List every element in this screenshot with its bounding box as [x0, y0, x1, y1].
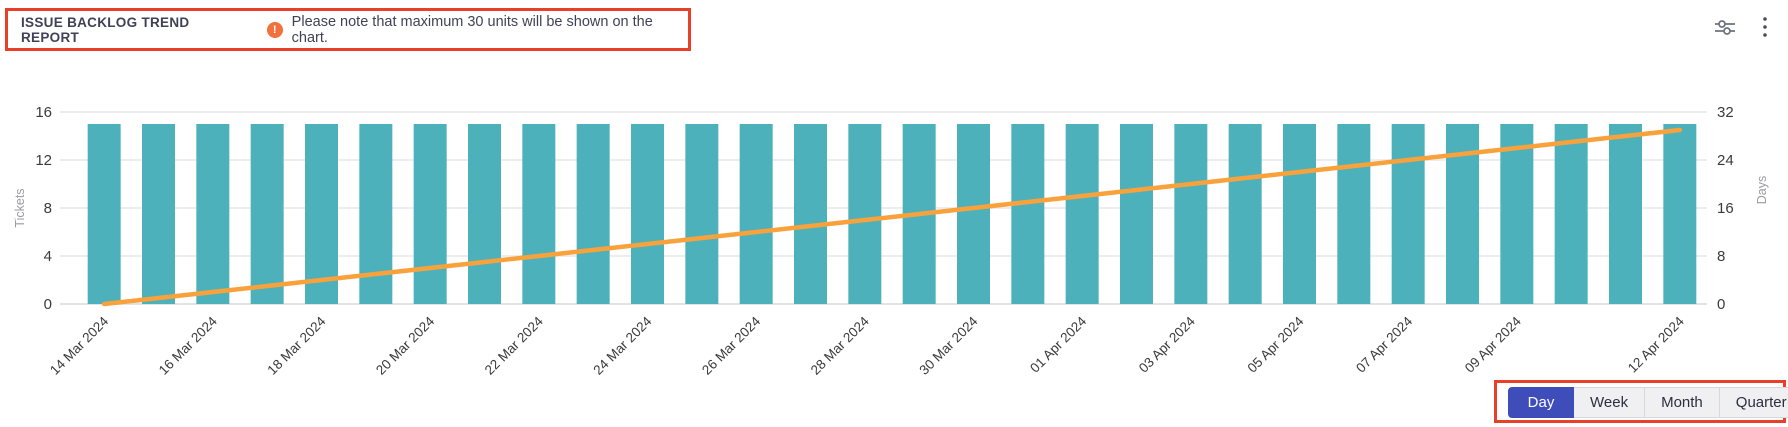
x-axis-label: 07 Apr 2024 — [1353, 313, 1415, 375]
report-title: ISSUE BACKLOG TREND REPORT — [21, 14, 190, 45]
bar-31 Mar 2024[interactable] — [1011, 124, 1045, 304]
chart-toolbar — [1712, 14, 1770, 42]
right-axis-tick: 24 — [1717, 152, 1734, 169]
x-axis-label: 12 Apr 2024 — [1625, 313, 1687, 375]
bar-03 Apr 2024[interactable] — [1174, 124, 1208, 304]
warning-icon: ! — [266, 21, 283, 38]
bar-30 Mar 2024[interactable] — [957, 124, 990, 304]
period-button-day[interactable]: Day — [1508, 387, 1574, 418]
right-axis-tick: 16 — [1717, 200, 1734, 217]
period-button-week[interactable]: Week — [1574, 387, 1646, 418]
x-axis-label: 22 Mar 2024 — [482, 313, 547, 378]
bar-26 Mar 2024[interactable] — [739, 124, 773, 304]
right-axis-tick: 32 — [1717, 104, 1734, 121]
bar-27 Mar 2024[interactable] — [794, 124, 827, 304]
x-axis-label: 03 Apr 2024 — [1136, 313, 1198, 375]
left-axis-tick: 8 — [44, 200, 52, 217]
header-annotation-box: ISSUE BACKLOG TREND REPORT ! Please note… — [5, 8, 691, 51]
x-axis-label: 24 Mar 2024 — [590, 313, 655, 378]
bar-07 Apr 2024[interactable] — [1391, 124, 1425, 304]
bar-06 Apr 2024[interactable] — [1337, 124, 1371, 304]
period-button-quarter[interactable]: Quarter — [1719, 387, 1788, 418]
bar-15 Mar 2024[interactable] — [142, 124, 175, 304]
bar-10 Apr 2024[interactable] — [1554, 124, 1588, 304]
bar-11 Apr 2024[interactable] — [1609, 124, 1642, 304]
sliders-icon[interactable] — [1712, 15, 1738, 41]
bar-16 Mar 2024[interactable] — [196, 124, 230, 304]
left-axis-tick: 12 — [35, 152, 52, 169]
x-axis-label: 18 Mar 2024 — [264, 313, 329, 378]
x-axis-label: 09 Apr 2024 — [1462, 313, 1524, 375]
right-axis-tick: 8 — [1717, 248, 1725, 265]
header-note: Please note that maximum 30 units will b… — [291, 13, 653, 46]
bar-09 Apr 2024[interactable] — [1500, 124, 1534, 304]
bar-04 Apr 2024[interactable] — [1228, 124, 1262, 304]
bar-28 Mar 2024[interactable] — [848, 124, 882, 304]
x-axis-label: 26 Mar 2024 — [699, 313, 764, 378]
x-axis-label: 16 Mar 2024 — [156, 313, 221, 378]
bar-22 Mar 2024[interactable] — [522, 124, 556, 304]
bar-18 Mar 2024[interactable] — [305, 124, 338, 304]
bar-12 Apr 2024[interactable] — [1663, 124, 1697, 304]
period-button-month[interactable]: Month — [1645, 387, 1720, 418]
x-axis-label: 05 Apr 2024 — [1245, 313, 1307, 375]
bar-23 Mar 2024[interactable] — [576, 124, 610, 304]
left-axis-tick: 16 — [35, 104, 52, 121]
x-axis-label: 14 Mar 2024 — [47, 313, 112, 378]
x-axis-label: 28 Mar 2024 — [808, 313, 873, 378]
trend-line[interactable] — [101, 127, 1683, 307]
period-switcher: Day Week Month Quarter — [1508, 387, 1788, 418]
bar-01 Apr 2024[interactable] — [1065, 124, 1099, 304]
left-axis-name: Tickets — [13, 188, 27, 227]
bar-24 Mar 2024[interactable] — [631, 124, 664, 304]
bar-02 Apr 2024[interactable] — [1120, 124, 1153, 304]
bar-25 Mar 2024[interactable] — [685, 124, 719, 304]
x-axis-label: 01 Apr 2024 — [1027, 313, 1089, 375]
right-axis-name: Days — [1755, 176, 1769, 204]
left-axis-tick: 0 — [44, 296, 52, 313]
x-axis-label: 20 Mar 2024 — [373, 313, 438, 378]
left-axis-tick: 4 — [44, 248, 52, 265]
bar-20 Mar 2024[interactable] — [413, 124, 447, 304]
bar-05 Apr 2024[interactable] — [1283, 124, 1316, 304]
x-axis-label: 30 Mar 2024 — [916, 313, 981, 378]
bar-17 Mar 2024[interactable] — [250, 124, 284, 304]
right-axis-tick: 0 — [1717, 296, 1725, 313]
kebab-menu-icon[interactable] — [1760, 14, 1770, 42]
bar-21 Mar 2024[interactable] — [468, 124, 501, 304]
bar-14 Mar 2024[interactable] — [87, 124, 121, 304]
